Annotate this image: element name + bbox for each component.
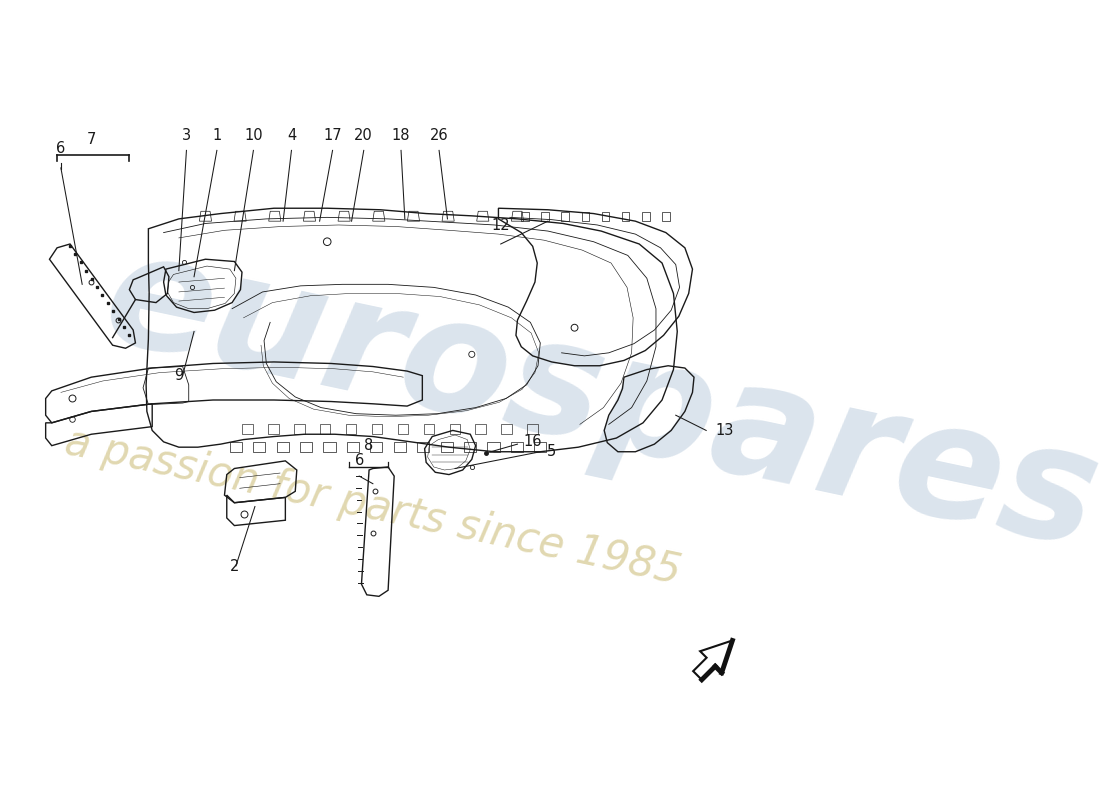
Text: 18: 18 xyxy=(392,128,410,142)
Text: 16: 16 xyxy=(524,434,542,450)
Text: 10: 10 xyxy=(244,128,263,142)
Text: 20: 20 xyxy=(354,128,373,142)
Text: 12: 12 xyxy=(492,218,510,233)
Text: 13: 13 xyxy=(715,423,734,438)
Text: 17: 17 xyxy=(323,128,342,142)
Text: 26: 26 xyxy=(430,128,449,142)
Text: 4: 4 xyxy=(287,128,296,142)
Text: a passion for parts since 1985: a passion for parts since 1985 xyxy=(60,421,684,593)
Text: 6: 6 xyxy=(354,454,364,469)
Text: eurospares: eurospares xyxy=(91,219,1100,581)
Text: 9: 9 xyxy=(174,368,184,383)
Text: 6: 6 xyxy=(56,142,66,157)
Text: 2: 2 xyxy=(230,558,239,574)
Text: 8: 8 xyxy=(364,438,373,454)
Text: 5: 5 xyxy=(547,444,556,459)
Text: 7: 7 xyxy=(87,132,96,147)
Text: 1: 1 xyxy=(212,128,221,142)
Text: 3: 3 xyxy=(182,128,191,142)
